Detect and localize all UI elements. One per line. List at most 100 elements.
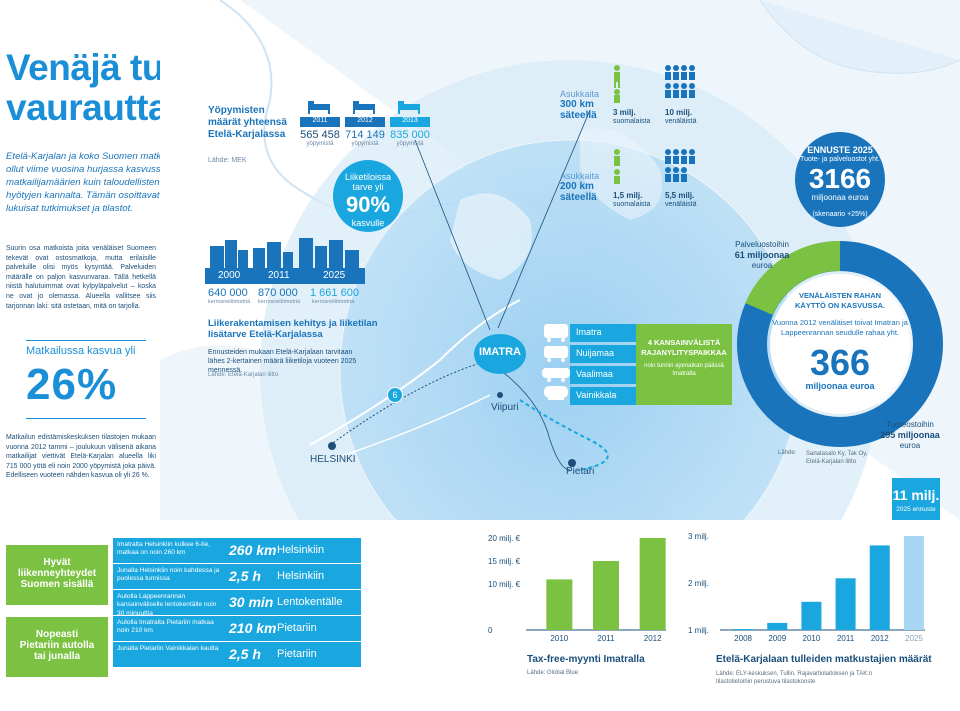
paragraph-services: Suurin osa matkoista joita venäläiset Su… [6,245,156,310]
route-value: 2,5 h [229,568,261,584]
route-row: Autolla Imatralta Pietariin matkaa noin … [113,616,361,641]
crossing-nuijamaa-bar [570,345,636,363]
route-value: 30 min [229,594,274,610]
ru-300-count: 10 milj. [665,108,693,117]
y-tick-label: 15 milj. € [488,557,521,566]
crossing-imatra-bar [570,324,636,342]
lodging-need-l1: Liiketiloissa [344,172,392,182]
pietari-label: Pietari [566,466,595,477]
border-crossings-box [636,324,732,405]
fast-to-pietari-l1: Nopeasti [35,629,79,640]
bar [767,622,788,630]
route-row: Junalla Helsinkiin noin kahdessa ja puol… [113,564,361,589]
transport-icons [542,324,570,400]
bar [733,629,754,630]
bed-icons [308,101,420,114]
year-2011: 2011 [312,117,328,124]
travelers-source: Lähde: ELY-keskuksen, Tullin, Rajavartio… [716,671,873,685]
viipuri-label: Viipuri [491,402,519,413]
y-tick-label: 2 milj. [688,579,709,588]
crossing-vaalimaa: Vaalimaa [576,369,613,379]
fi-300-unit: suomalaista [613,118,651,125]
bar [593,561,619,630]
year-badge-2011 [300,117,340,127]
buildings-value-2000: 640 000 [208,287,248,299]
year-badge-2012 [345,117,385,127]
crossing-imatra: Imatra [576,327,602,337]
crossing-vainikkala: Vainikkala [576,390,617,400]
crossing-vaalimaa-bar [570,366,636,384]
products-unit: euroa [899,441,921,450]
year-badge-2013 [390,117,430,127]
page-title: Venäjä tuo vaurautta [6,47,187,128]
route-row: Imatralta Helsinkiin kulkee 6-tie, matka… [113,538,361,563]
helsinki-label: HELSINKI [310,454,356,465]
imatra-label: IMATRA [479,346,521,358]
ru-200-unit: venäläistä [665,201,697,208]
good-connections-box: Hyvät liikenneyhteydet Suomen sisällä [6,545,108,605]
x-tick-label: 2008 [734,634,752,643]
forecast-2025-badge [892,478,940,520]
ru-money-value: 366 [809,342,871,383]
services-label: Palveluostoihin [735,240,789,249]
x-tick-label: 2009 [768,634,786,643]
buildings-value-2025: 1 661 600 [310,287,359,299]
overnight-unit-2013: yöpymistä [396,141,424,147]
x-tick-label: 2012 [644,634,662,643]
year-2013: 2013 [402,117,418,124]
route-desc: Junalla Pietariin Vainikkalan kautta [117,645,219,652]
route-desc: Autolla Imatralta Pietariin matkaa noin … [117,619,214,635]
route-row: Autolla Lappeenrannan kansainväliselle l… [113,590,361,617]
buildings-year-2011: 2011 [268,270,290,281]
fi-200-unit: suomalaista [613,201,651,208]
forecast-sub: Tuote- ja palveluostot yht. [800,156,880,163]
money-donut [737,240,943,447]
route-dest: Helsinkiin [277,544,325,556]
route-dest: Pietariin [277,622,317,634]
ru-300-unit: venäläistä [665,118,697,125]
forecast-title: ENNUSTE 2025 [807,145,873,155]
x-tick-label: 2025 [905,634,923,643]
bar [869,545,890,630]
overnight-unit-2011: yöpymistä [306,141,334,147]
radius-300-value: 300 km [560,99,594,110]
road-6-sign: 6 [387,387,403,403]
route-desc: Imatralta Helsinkiin kulkee 6-tie, matka… [117,541,211,557]
services-value: 61 miljoonaa [734,250,790,260]
fi-200-count: 1,5 milj. [613,191,643,200]
forecast-note: (skenaario +25%) [812,211,868,218]
lodging-need-value: 90% [345,192,391,217]
route-value: 2,5 h [229,646,261,662]
bar [546,579,573,630]
bar [903,536,924,630]
y-tick-label: 3 milj. [688,532,709,541]
buildings-year-bar [205,268,365,284]
year-2012: 2012 [357,117,373,124]
crossing-nuijamaa: Nuijamaa [576,348,615,358]
source-right-text: Sanatasalo Ky, Tak Oy, Etelä-Karjalan li… [806,451,868,465]
buildings-year-2000: 2000 [218,270,241,281]
buildings-unit-2025: kerrosneliömetriä [312,299,355,305]
route-value: 210 km [229,620,277,636]
bar [801,601,822,630]
y-tick-label: 20 milj. € [488,534,521,543]
route-row: Junalla Pietariin Vainikkalan kautta 2,5… [113,642,361,667]
tax-free-title: Tax-free-myynti Imatralla [527,654,645,665]
fast-to-pietari-l3: tai junalla [33,651,81,662]
buildings-title-2: lisätarve Etelä-Karjalassa [208,329,323,340]
intro-text: Etelä-Karjalan ja koko Suomen matkailu o… [6,151,190,214]
fast-to-pietari-box: Nopeasti Pietariin autolla tai junalla [6,617,108,677]
overnight-title: Yöpymisten määrät yhteensä Etelä-Karjala… [208,105,287,140]
fast-to-pietari-l2: Pietariin autolla [19,640,95,651]
radius-200-suffix: säteellä [560,192,597,203]
ru-money-unit: miljoonaa euroa [805,381,875,391]
tax-free-source: Lähde: Global Blue [527,670,579,676]
radius-200-value: 200 km [560,181,594,192]
imatra-marker [474,334,526,374]
travelers-chart: 3 milj. 2 milj. 1 milj. 2008 2009 2010 2011 201… [688,532,925,643]
growth-value: 26% [26,360,118,409]
radius-300-label: Asukkaita [560,89,600,99]
y-tick-label: 1 milj. [688,626,709,635]
y-tick-label: 0 [488,626,493,635]
forecast-unit: miljoonaa euroa [811,193,869,202]
